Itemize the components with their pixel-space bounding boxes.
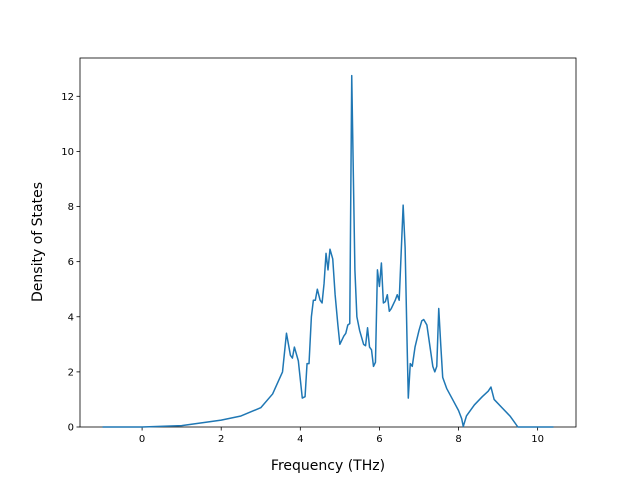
y-axis-title: Density of States (30, 182, 46, 302)
y-tick-label: 0 (68, 423, 74, 434)
y-tick-label: 2 (68, 367, 74, 378)
line (102, 74, 554, 428)
x-tick-label: 8 (455, 434, 461, 445)
x-tick-label: 2 (218, 434, 224, 445)
x-tick-label: 0 (139, 434, 145, 445)
x-axis-title: Frequency (THz) (271, 458, 385, 474)
x-tick-label: 6 (376, 434, 382, 445)
y-tick-label: 8 (68, 202, 74, 213)
x-tick-label: 10 (531, 434, 544, 445)
x-tick-label: 4 (297, 434, 303, 445)
y-tick-label: 10 (61, 147, 74, 158)
y-tick-label: 6 (68, 257, 74, 268)
y-tick-label: 12 (61, 92, 74, 103)
plot-frame (79, 57, 577, 428)
y-tick-label: 4 (68, 312, 74, 323)
